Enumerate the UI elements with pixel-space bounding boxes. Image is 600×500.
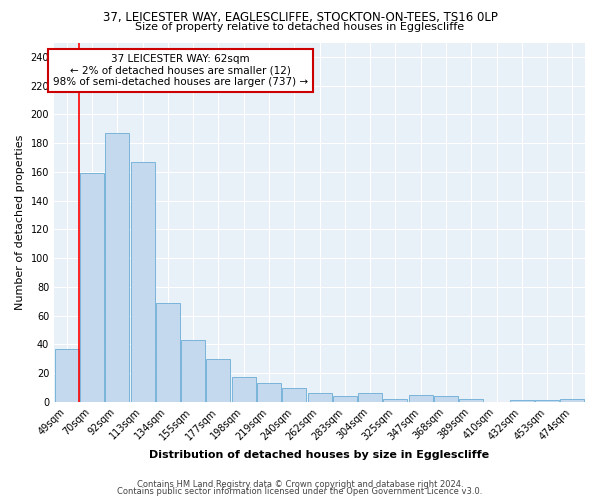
- Bar: [308, 394, 332, 402]
- Bar: [257, 383, 281, 402]
- Text: 37, LEICESTER WAY, EAGLESCLIFFE, STOCKTON-ON-TEES, TS16 0LP: 37, LEICESTER WAY, EAGLESCLIFFE, STOCKTO…: [103, 11, 497, 24]
- Text: Contains public sector information licensed under the Open Government Licence v3: Contains public sector information licen…: [118, 487, 482, 496]
- Bar: [560, 399, 584, 402]
- Bar: [156, 302, 180, 402]
- Bar: [206, 359, 230, 402]
- Bar: [434, 396, 458, 402]
- Bar: [459, 399, 483, 402]
- Text: 37 LEICESTER WAY: 62sqm
← 2% of detached houses are smaller (12)
98% of semi-det: 37 LEICESTER WAY: 62sqm ← 2% of detached…: [53, 54, 308, 87]
- Bar: [232, 378, 256, 402]
- Bar: [333, 396, 357, 402]
- Text: Contains HM Land Registry data © Crown copyright and database right 2024.: Contains HM Land Registry data © Crown c…: [137, 480, 463, 489]
- Bar: [282, 388, 306, 402]
- X-axis label: Distribution of detached houses by size in Egglescliffe: Distribution of detached houses by size …: [149, 450, 490, 460]
- Bar: [55, 348, 79, 402]
- Bar: [383, 399, 407, 402]
- Bar: [181, 340, 205, 402]
- Text: Size of property relative to detached houses in Egglescliffe: Size of property relative to detached ho…: [136, 22, 464, 32]
- Bar: [131, 162, 155, 402]
- Bar: [535, 400, 559, 402]
- Bar: [80, 174, 104, 402]
- Bar: [409, 394, 433, 402]
- Bar: [358, 394, 382, 402]
- Y-axis label: Number of detached properties: Number of detached properties: [15, 134, 25, 310]
- Bar: [105, 133, 129, 402]
- Bar: [510, 400, 534, 402]
